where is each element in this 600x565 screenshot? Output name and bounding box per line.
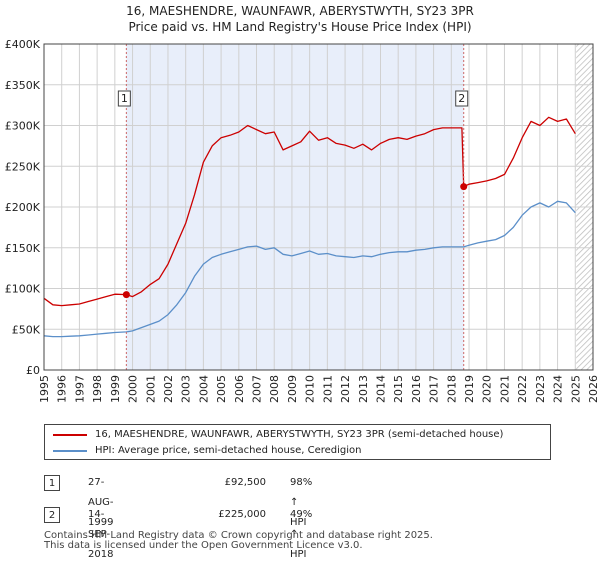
transaction-number: 1: [44, 475, 60, 491]
y-tick-label: £100K: [5, 283, 41, 296]
legend-label-hpi: HPI: Average price, semi-detached house,…: [95, 445, 362, 456]
transaction-price: £225,000: [218, 509, 266, 520]
legend-label-property: 16, MAESHENDRE, WAUNFAWR, ABERYSTWYTH, S…: [95, 429, 504, 440]
x-tick-label: 2009: [286, 375, 299, 403]
x-tick-label: 1997: [73, 375, 86, 403]
property-price-line: [43, 116, 576, 307]
x-tick-label: 2020: [481, 375, 494, 403]
chart-subtitle: Price paid vs. HM Land Registry's House …: [128, 20, 471, 34]
x-tick-label: 2006: [233, 375, 246, 403]
grid-lines: [43, 43, 594, 371]
x-tick-label: 2008: [268, 375, 281, 403]
y-tick-label: £350K: [5, 79, 41, 92]
legend: 16, MAESHENDRE, WAUNFAWR, ABERYSTWYTH, S…: [44, 424, 551, 460]
footer: Contains HM Land Registry data © Crown c…: [44, 531, 433, 551]
series-lines: [43, 116, 576, 338]
x-tick-label: 2015: [392, 375, 405, 403]
x-tick-label: 2002: [162, 375, 175, 403]
x-tick-label: 2012: [339, 375, 352, 403]
x-tick-label: 2010: [304, 375, 317, 403]
x-tick-label: 2024: [552, 375, 565, 403]
sale-point: [460, 183, 468, 191]
transaction-date: 27-AUG-1999: [88, 477, 114, 528]
sale-marker-box: [455, 90, 469, 107]
legend-swatch-hpi: [53, 450, 87, 452]
transaction-number: 2: [44, 507, 60, 523]
x-tick-label: 2004: [197, 375, 210, 403]
x-tick-label: 2001: [144, 375, 157, 403]
footer-copyright: Contains HM Land Registry data © Crown c…: [44, 530, 433, 541]
plot-border: [43, 43, 594, 371]
sale-point: [122, 291, 130, 299]
sale-marker-label: 1: [121, 92, 128, 105]
x-tick-label: 2016: [410, 375, 423, 403]
x-tick-label: 1998: [91, 375, 104, 403]
x-tick-label: 2022: [516, 375, 529, 403]
x-tick-label: 2025: [569, 375, 582, 403]
x-tick-label: 1995: [38, 375, 51, 403]
transaction-date: 14-SEP-2018: [88, 509, 114, 560]
legend-swatch-property: [53, 434, 87, 436]
footer-licence: This data is licensed under the Open Gov…: [44, 540, 363, 551]
x-tick-label: 2011: [321, 375, 334, 403]
x-tick-label: 2000: [127, 375, 140, 403]
x-tick-label: 1999: [109, 375, 122, 403]
y-tick-label: £50K: [12, 323, 41, 336]
x-tick-label: 2019: [463, 375, 476, 403]
transaction-hpi-change: 98% ↑ HPI: [290, 477, 313, 528]
x-tick-label: 2023: [534, 375, 547, 403]
x-tick-label: 1996: [56, 375, 69, 403]
y-tick-label: £250K: [5, 160, 41, 173]
y-tick-label: £300K: [5, 120, 41, 133]
y-axis-ticks: £0 £50K £100K £150K £200K £250K £300K £350K £400…: [5, 38, 41, 377]
x-tick-label: 2003: [180, 375, 193, 403]
y-tick-label: £200K: [5, 201, 41, 214]
transaction-hpi-change: 49% ↑ HPI: [290, 509, 313, 560]
chart-title: 16, MAESHENDRE, WAUNFAWR, ABERYSTWYTH, S…: [126, 4, 474, 18]
x-tick-label: 2005: [215, 375, 228, 403]
sale-marker-label: 2: [458, 92, 465, 105]
transaction-price: £92,500: [224, 477, 266, 488]
y-tick-label: £400K: [5, 38, 41, 51]
x-tick-label: 2026: [587, 375, 600, 403]
x-tick-label: 2014: [374, 375, 387, 403]
x-tick-label: 2018: [445, 375, 458, 403]
x-tick-label: 2007: [251, 375, 264, 403]
x-tick-label: 2017: [428, 375, 441, 403]
sale-marker-box: [117, 90, 131, 107]
y-tick-label: £150K: [5, 242, 41, 255]
x-tick-label: 2013: [357, 375, 370, 403]
price-chart: 16, MAESHENDRE, WAUNFAWR, ABERYSTWYTH, S…: [5, 4, 600, 403]
x-tick-label: 2021: [498, 375, 511, 403]
y-tick-label: £0: [26, 364, 40, 377]
hpi-line: [43, 200, 576, 338]
x-axis-ticks: 1995 1996 1997 1998 1999 2000 2001 2002 2003 2004…: [38, 375, 600, 403]
